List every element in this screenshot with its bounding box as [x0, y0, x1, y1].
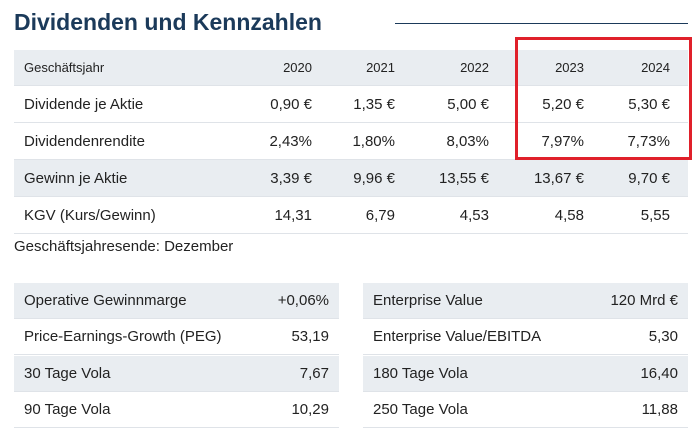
cell: 53,19: [291, 328, 329, 346]
kpi-row: Enterprise Value 120 Mrd €: [363, 283, 688, 319]
kpi-row: Enterprise Value/EBITDA 5,30: [363, 319, 688, 356]
cell: 7,67: [299, 364, 329, 382]
cell: Dividende je Aktie: [24, 95, 144, 113]
cell: 11,88: [641, 400, 678, 418]
title: Dividenden und Kennzahlen: [14, 9, 322, 35]
kpi-row: 180 Tage Vola 16,40: [363, 355, 688, 392]
cell: 10,29: [291, 400, 329, 418]
cell: 0,90 €: [270, 95, 312, 113]
table-row: Dividende je Aktie 0,90 € 1,35 € 5,00 € 5,20…: [14, 86, 688, 123]
cell: 5,55: [640, 206, 670, 224]
cell: 7,97%: [541, 132, 584, 150]
cell: 5,30: [648, 328, 678, 346]
cell: 16,40: [640, 364, 678, 382]
cell: 5,30 €: [628, 95, 670, 113]
cell: 9,96 €: [353, 169, 395, 187]
cell: 5,20 €: [542, 95, 584, 113]
cell: 30 Tage Vola: [24, 364, 111, 382]
footnote: Geschäftsjahresende: Dezember: [14, 238, 234, 255]
kpi-row: 250 Tage Vola 11,88: [363, 392, 688, 428]
kpi-row: Operative Gewinnmarge +0,06%: [14, 283, 339, 319]
cell: Enterprise Value/EBITDA: [373, 328, 542, 346]
cell: 1,80%: [352, 132, 395, 150]
cell: Geschäftsjahr: [24, 60, 105, 75]
cell: 250 Tage Vola: [373, 400, 468, 418]
cell: 4,58: [554, 206, 584, 224]
cell: 8,03%: [446, 132, 489, 150]
cell: KGV (Kurs/Gewinn): [24, 206, 156, 224]
highlight-box: [515, 37, 692, 160]
cell: 5,00 €: [447, 95, 489, 113]
cell: 2,43%: [269, 132, 312, 150]
cell: Dividendenrendite: [24, 132, 145, 150]
cell: 14,31: [274, 206, 312, 224]
cell: 2022: [460, 60, 489, 75]
cell: Operative Gewinnmarge: [24, 292, 187, 309]
kpi-row: 30 Tage Vola 7,67: [14, 355, 339, 392]
cell: +0,06%: [277, 292, 329, 309]
cell: 180 Tage Vola: [373, 364, 468, 382]
cell: 2021: [366, 60, 395, 75]
kpi-row: 90 Tage Vola 10,29: [14, 392, 339, 428]
cell: 6,79: [365, 206, 395, 224]
cell: 9,70 €: [628, 169, 670, 187]
cell: 4,53: [459, 206, 489, 224]
cell: 120 Mrd €: [610, 292, 678, 309]
table-row: Gewinn je Aktie 3,39 € 9,96 € 13,55 € 13,67 …: [14, 160, 688, 197]
cell: 13,67 €: [533, 169, 584, 187]
header-row: Geschäftsjahr 2020 2021 2022 2023 2024: [14, 50, 688, 86]
title-rule: [395, 23, 688, 24]
table-row: Dividendenrendite 2,43% 1,80% 8,03% 7,97% 7,7…: [14, 123, 688, 160]
cell: 2024: [641, 60, 670, 75]
cell: 13,55 €: [438, 169, 489, 187]
cell: Enterprise Value: [373, 292, 483, 309]
cell: 1,35 €: [353, 95, 395, 113]
table-row: KGV (Kurs/Gewinn) 14,31 6,79 4,53 4,58 5,55: [14, 197, 688, 234]
cell: Price-Earnings-Growth (PEG): [24, 328, 222, 346]
kpi-row: Price-Earnings-Growth (PEG) 53,19: [14, 319, 339, 356]
cell: 90 Tage Vola: [24, 400, 111, 418]
cell: 7,73%: [627, 132, 670, 150]
cell: 2020: [283, 60, 312, 75]
cell: Gewinn je Aktie: [24, 169, 128, 187]
cell: 3,39 €: [270, 169, 312, 187]
cell: 2023: [555, 60, 584, 75]
